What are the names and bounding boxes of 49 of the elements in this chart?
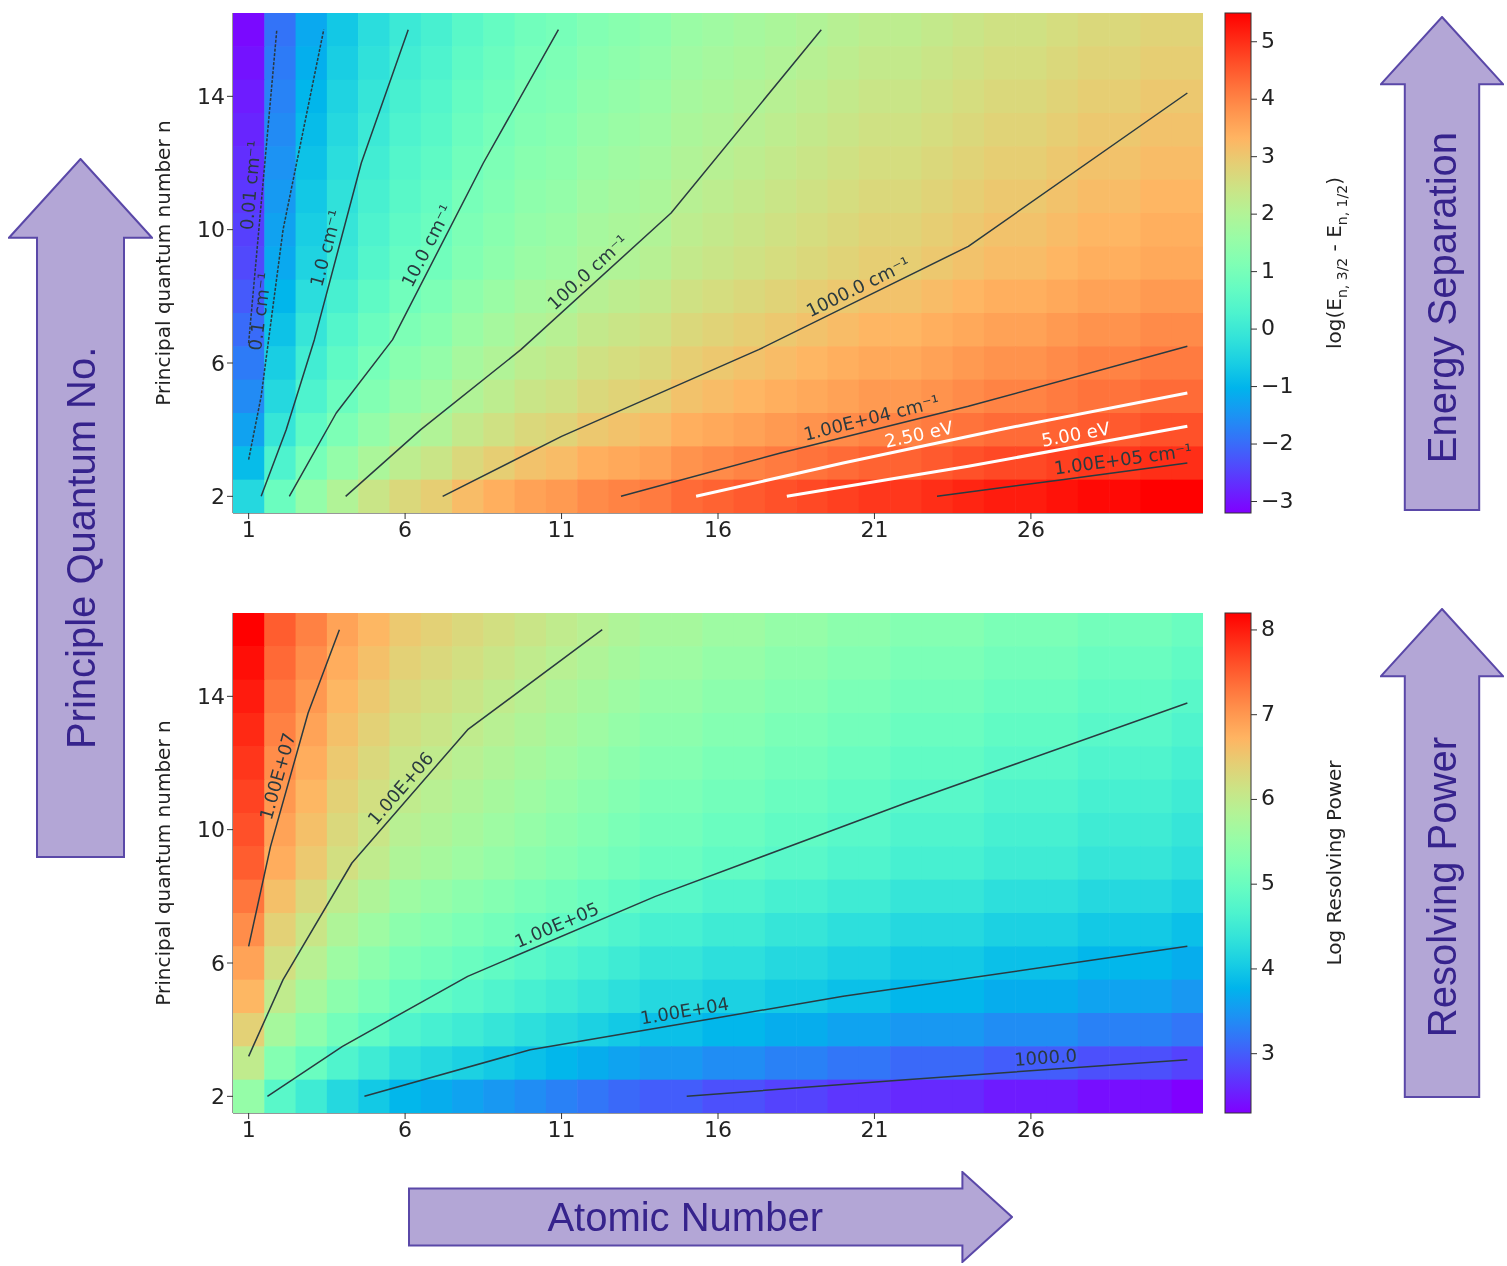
- text: 5.00 eV: [1039, 417, 1113, 451]
- x-tick-label: 26: [1016, 516, 1045, 542]
- y-tick-label: 2: [211, 1084, 225, 1110]
- x-tick-label: 16: [704, 516, 732, 542]
- x-tick-label: 11: [547, 516, 576, 542]
- color-bar-label: 5: [1261, 27, 1275, 53]
- color-bar-label: −2: [1261, 430, 1294, 456]
- color-bar-title: Log Resolving Power: [1321, 759, 1346, 966]
- color-bar-label: −3: [1261, 487, 1294, 513]
- y-tick-label: 14: [197, 684, 225, 710]
- text: Atomic Number: [547, 1195, 824, 1239]
- x-tick-label: 1: [241, 1116, 256, 1142]
- y-tick-label: 10: [197, 217, 225, 243]
- x-tick-label: 1: [241, 516, 256, 542]
- x-tick-label: 21: [860, 516, 889, 542]
- color-bar-label: 4: [1261, 85, 1275, 111]
- color-bar-label: 5: [1261, 870, 1275, 896]
- y-tick-label: 10: [197, 817, 225, 843]
- text: 0.01 cm⁻¹: [235, 139, 265, 231]
- color-bar-label: 1: [1261, 257, 1275, 283]
- x-tick-label: 6: [398, 516, 413, 542]
- color-bar-label: 3: [1261, 1039, 1275, 1065]
- text: Resolving Power: [1420, 737, 1464, 1038]
- text: Energy Separation: [1420, 131, 1464, 464]
- series-label: 1000.0: [1013, 1044, 1078, 1070]
- color-bar-label: 4: [1261, 954, 1275, 980]
- color-bar-label: 2: [1261, 200, 1275, 226]
- color-bar-label: −1: [1261, 372, 1294, 398]
- color-bar-label: 6: [1261, 785, 1275, 811]
- y-tick-label: 2: [211, 484, 225, 510]
- text: 1.0 cm⁻¹: [305, 207, 346, 289]
- y-tick-label: 14: [197, 84, 225, 110]
- color-bar-label: 0: [1261, 315, 1275, 341]
- x-tick-label: 26: [1016, 1116, 1045, 1142]
- y-tick-label: 6: [211, 950, 225, 976]
- y-axis-title: Principal quantum number n: [151, 720, 176, 1006]
- x-tick-label: 11: [547, 1116, 576, 1142]
- text: 10.0 cm⁻¹: [396, 200, 457, 291]
- x-tick-label: 6: [398, 1116, 413, 1142]
- x-tick-label: 21: [860, 1116, 889, 1142]
- color-bar-label: 7: [1261, 700, 1275, 726]
- text: 1.00E+04: [638, 992, 731, 1029]
- color-bar-label: 3: [1261, 142, 1275, 168]
- y-tick-label: 6: [211, 350, 225, 376]
- color-bar-label: 8: [1261, 615, 1275, 641]
- x-tick-label: 16: [704, 1116, 732, 1142]
- y-axis-title: Principal quantum number n: [151, 120, 176, 406]
- text: 0.1 cm⁻¹: [244, 271, 276, 352]
- text: Principle Quantum No.: [58, 346, 103, 750]
